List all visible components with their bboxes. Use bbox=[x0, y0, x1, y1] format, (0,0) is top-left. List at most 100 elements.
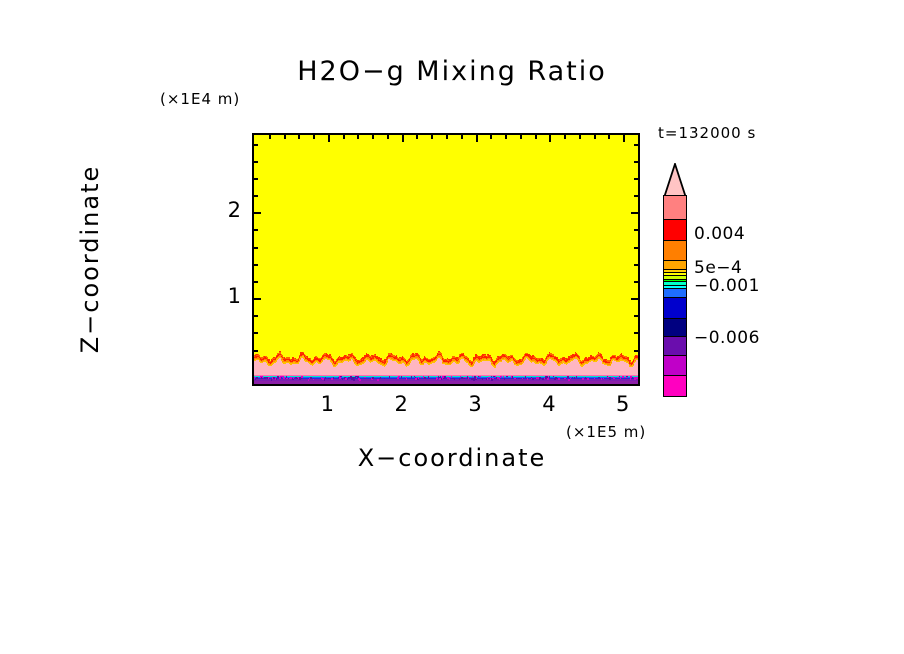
contour-band bbox=[386, 360, 389, 362]
contour-band bbox=[469, 360, 471, 363]
contour-band bbox=[299, 359, 302, 361]
contour-band bbox=[511, 357, 514, 359]
contour-band bbox=[374, 356, 377, 358]
contour-band bbox=[265, 359, 267, 361]
contour-band bbox=[350, 354, 353, 357]
contour-band bbox=[272, 362, 275, 364]
contour-band bbox=[376, 357, 378, 360]
contour-band bbox=[329, 356, 332, 359]
contour-band bbox=[489, 360, 492, 362]
contour-band bbox=[522, 361, 525, 363]
contour-band bbox=[599, 353, 601, 356]
contour-band bbox=[617, 360, 620, 362]
contour-band bbox=[462, 355, 465, 358]
contour-band bbox=[424, 358, 427, 360]
x-axis-title: X−coordinate bbox=[357, 444, 547, 472]
contour-band bbox=[496, 362, 498, 364]
contour-band bbox=[523, 360, 525, 362]
contour-band bbox=[385, 363, 387, 365]
contour-band bbox=[636, 354, 638, 357]
contour-band bbox=[484, 354, 486, 357]
contour-band bbox=[354, 361, 356, 363]
contour-band bbox=[439, 353, 441, 356]
contour-band bbox=[425, 359, 428, 361]
contour-band bbox=[335, 365, 337, 367]
contour-band bbox=[550, 355, 552, 357]
contour-band bbox=[631, 365, 634, 367]
contour-band bbox=[473, 362, 476, 364]
contour-band bbox=[303, 357, 306, 359]
contour-band bbox=[600, 360, 603, 362]
contour-band bbox=[316, 359, 319, 362]
contour-band bbox=[319, 363, 322, 365]
contour-band bbox=[313, 363, 315, 365]
contour-band bbox=[457, 362, 459, 364]
contour-band bbox=[507, 362, 510, 364]
contour-band bbox=[544, 364, 547, 366]
contour-band bbox=[384, 364, 387, 366]
contour-band bbox=[298, 360, 301, 362]
contour-band bbox=[636, 359, 638, 361]
contour-band bbox=[472, 364, 475, 366]
contour-band bbox=[341, 361, 343, 363]
page-title: H2O−g Mixing Ratio bbox=[297, 56, 607, 87]
contour-band bbox=[306, 359, 309, 362]
contour-band bbox=[488, 355, 491, 357]
contour-band bbox=[345, 358, 347, 360]
contour-band bbox=[408, 361, 411, 363]
contour-band bbox=[367, 355, 369, 358]
contour-band bbox=[425, 357, 428, 360]
contour-band bbox=[371, 360, 373, 362]
contour-band bbox=[636, 359, 638, 375]
contour-band bbox=[504, 355, 507, 358]
contour-band bbox=[403, 359, 405, 362]
contour-band bbox=[374, 354, 377, 357]
contour-band bbox=[294, 361, 297, 363]
contour-band bbox=[274, 361, 277, 363]
contour-band bbox=[410, 359, 413, 361]
contour-band bbox=[469, 361, 471, 364]
contour-band bbox=[554, 355, 556, 358]
contour-band bbox=[276, 359, 279, 361]
contour-band bbox=[500, 360, 503, 362]
contour-band bbox=[568, 361, 571, 363]
contour-band bbox=[457, 361, 460, 363]
contour-band bbox=[320, 362, 323, 364]
contour-band bbox=[627, 362, 630, 364]
contour-band bbox=[631, 366, 633, 368]
contour-band bbox=[454, 358, 457, 360]
contour-band bbox=[435, 359, 438, 361]
contour-band bbox=[636, 356, 638, 358]
contour-band bbox=[521, 363, 524, 365]
contour-band bbox=[316, 358, 319, 360]
contour-band bbox=[471, 365, 474, 367]
contour-band bbox=[308, 360, 311, 363]
contour-band bbox=[609, 362, 612, 364]
contour-band bbox=[611, 360, 614, 362]
contour-band bbox=[495, 364, 498, 366]
contour-band bbox=[385, 361, 388, 363]
contour-band bbox=[336, 363, 338, 365]
contour-band bbox=[353, 360, 355, 362]
contour-band bbox=[504, 354, 507, 356]
contour-band bbox=[334, 366, 337, 368]
contour-band bbox=[332, 362, 334, 365]
contour-band bbox=[634, 360, 637, 362]
contour-band bbox=[488, 356, 491, 359]
contour-band bbox=[321, 361, 324, 363]
contour-band bbox=[301, 353, 304, 355]
contour-band bbox=[279, 355, 282, 358]
contour-band bbox=[633, 361, 636, 363]
contour-band bbox=[596, 358, 599, 360]
contour-band bbox=[279, 352, 282, 355]
contour-band bbox=[297, 362, 300, 364]
contour-band bbox=[428, 364, 431, 366]
contour-band bbox=[299, 358, 302, 360]
contour-band bbox=[430, 363, 432, 365]
contour-band bbox=[599, 355, 601, 357]
contour-plot-area bbox=[252, 133, 640, 386]
contour-band bbox=[509, 360, 512, 362]
contour-band bbox=[465, 356, 467, 358]
contour-band bbox=[326, 356, 329, 359]
contour-band bbox=[279, 354, 282, 356]
